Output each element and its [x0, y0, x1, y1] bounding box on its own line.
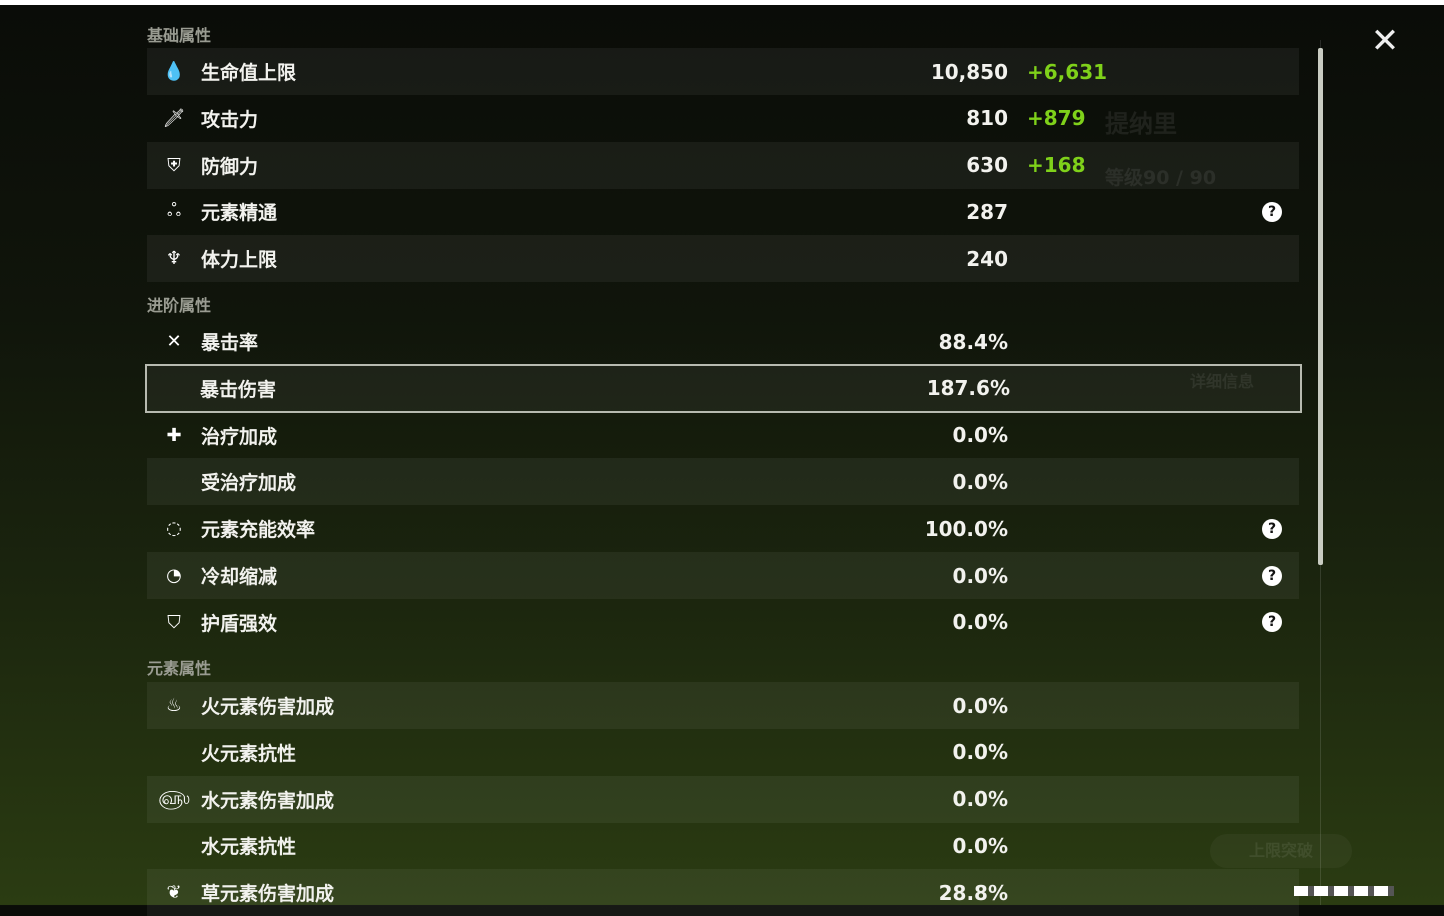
stat-row[interactable]: ◔ 冷却缩减 0.0%?	[147, 552, 1299, 599]
elemental-mastery-icon: ஃ	[166, 200, 182, 222]
hp-drop-icon: 💧	[162, 61, 186, 82]
shield-strength-icon: ⛉	[167, 611, 181, 633]
stat-row[interactable]: 水元素抗性 0.0%	[147, 822, 1299, 869]
energy-recharge-icon: ◌	[166, 518, 182, 540]
close-icon: ✕	[1370, 21, 1400, 61]
stat-bonus: +6,631	[1027, 59, 1108, 84]
stat-value: 240	[966, 246, 1008, 271]
stat-row[interactable]: 受治疗加成 0.0%	[147, 458, 1299, 506]
stat-label: 受治疗加成	[201, 472, 297, 495]
stat-value: 0.0%	[952, 740, 1008, 765]
help-icon[interactable]: ?	[1262, 518, 1282, 539]
stat-label: 暴击伤害	[200, 378, 277, 401]
stat-row[interactable]: 💧 生命值上限 10,850 +6,631	[147, 48, 1299, 95]
scrollbar[interactable]	[1318, 48, 1323, 565]
stat-value: 630	[966, 153, 1008, 178]
stat-value: 0.0%	[952, 787, 1008, 812]
stat-value: 0.0%	[952, 469, 1008, 494]
healing-icon: ✚	[166, 424, 182, 446]
stat-label: 火元素抗性	[201, 742, 297, 765]
stat-row[interactable]: ✚ 治疗加成 0.0%	[147, 412, 1299, 459]
stat-row[interactable]: ♨ 火元素伤害加成 0.0%	[147, 682, 1299, 729]
stat-label: 草元素伤害加成	[201, 883, 335, 906]
stat-value: 28.8%	[938, 880, 1008, 905]
stat-label: 水元素伤害加成	[201, 789, 335, 812]
stat-value: 0.0%	[952, 423, 1008, 448]
stat-value: 0.0%	[952, 610, 1008, 635]
details-button[interactable]: 详细信息	[1190, 372, 1255, 391]
character-name: 提纳里	[1105, 110, 1177, 138]
stat-row[interactable]: ❦ 草元素伤害加成 28.8%	[147, 869, 1299, 916]
pyro-icon: ♨	[165, 695, 183, 716]
stat-row[interactable]: ◌ 元素充能效率 100.0%?	[147, 505, 1299, 552]
cooldown-icon: ◔	[166, 565, 182, 586]
stat-label: 元素精通	[201, 202, 278, 225]
stat-value: 0.0%	[952, 563, 1008, 588]
help-icon[interactable]: ?	[1262, 201, 1282, 222]
stat-value: 100.0%	[924, 516, 1008, 541]
sword-icon: 🗡	[162, 107, 186, 129]
close-button[interactable]: ✕	[1366, 22, 1404, 60]
help-icon[interactable]: ?	[1262, 565, 1282, 586]
stat-row[interactable]: ✕ 暴击率 88.4%	[147, 318, 1299, 365]
ascend-button[interactable]: 上限突破	[1210, 834, 1352, 868]
stat-row[interactable]: 暴击伤害 187.6%	[145, 363, 1302, 413]
stat-value: 287	[966, 199, 1008, 224]
stat-row[interactable]: ⛉ 护盾强效 0.0%?	[147, 599, 1299, 646]
help-icon[interactable]: ?	[1262, 612, 1282, 633]
section-title: 基础属性	[147, 26, 212, 45]
stat-row[interactable]: ♆ 体力上限 240	[147, 235, 1299, 283]
stat-row[interactable]: ஃ 元素精通 287?	[147, 188, 1299, 235]
stat-row[interactable]: ௵ 水元素伤害加成 0.0%	[147, 775, 1299, 823]
dendro-icon: ❦	[166, 882, 182, 904]
shield-icon: ⛨	[167, 154, 181, 176]
hydro-icon: ௵	[158, 787, 190, 809]
stat-row[interactable]: 🗡 攻击力 810 +879	[147, 95, 1299, 142]
stat-label: 治疗加成	[201, 425, 278, 448]
stat-bonus: +879	[1027, 106, 1086, 131]
stat-row[interactable]: ⛨ 防御力 630 +168	[147, 141, 1299, 189]
stat-value: 810	[966, 106, 1008, 131]
section-title: 进阶属性	[147, 296, 212, 315]
stat-value: 0.0%	[952, 693, 1008, 718]
stat-value: 88.4%	[938, 329, 1008, 354]
stat-value: 10,850	[930, 59, 1008, 84]
stat-label: 火元素伤害加成	[201, 696, 335, 718]
stat-row[interactable]: 火元素抗性 0.0%	[147, 729, 1299, 776]
character-level: 等级90 / 90	[1105, 167, 1217, 189]
stamina-icon: ♆	[165, 248, 183, 270]
stat-label: 冷却缩减	[201, 566, 278, 588]
stat-label: 生命值上限	[201, 62, 297, 84]
stat-label: 防御力	[201, 155, 259, 178]
stat-bonus: +168	[1027, 153, 1086, 178]
stat-label: 水元素抗性	[201, 836, 297, 859]
top-border	[0, 0, 1444, 5]
watermark-strip	[1294, 886, 1394, 896]
stat-label: 体力上限	[201, 249, 278, 272]
crit-rate-icon: ✕	[166, 331, 182, 352]
stat-value: 187.6%	[926, 376, 1010, 401]
stat-value: 0.0%	[952, 833, 1008, 858]
stat-label: 攻击力	[201, 108, 259, 131]
stat-label: 护盾强效	[201, 612, 278, 635]
section-title: 元素属性	[147, 659, 212, 678]
stat-label: 暴击率	[201, 332, 259, 354]
stat-label: 元素充能效率	[201, 519, 316, 542]
